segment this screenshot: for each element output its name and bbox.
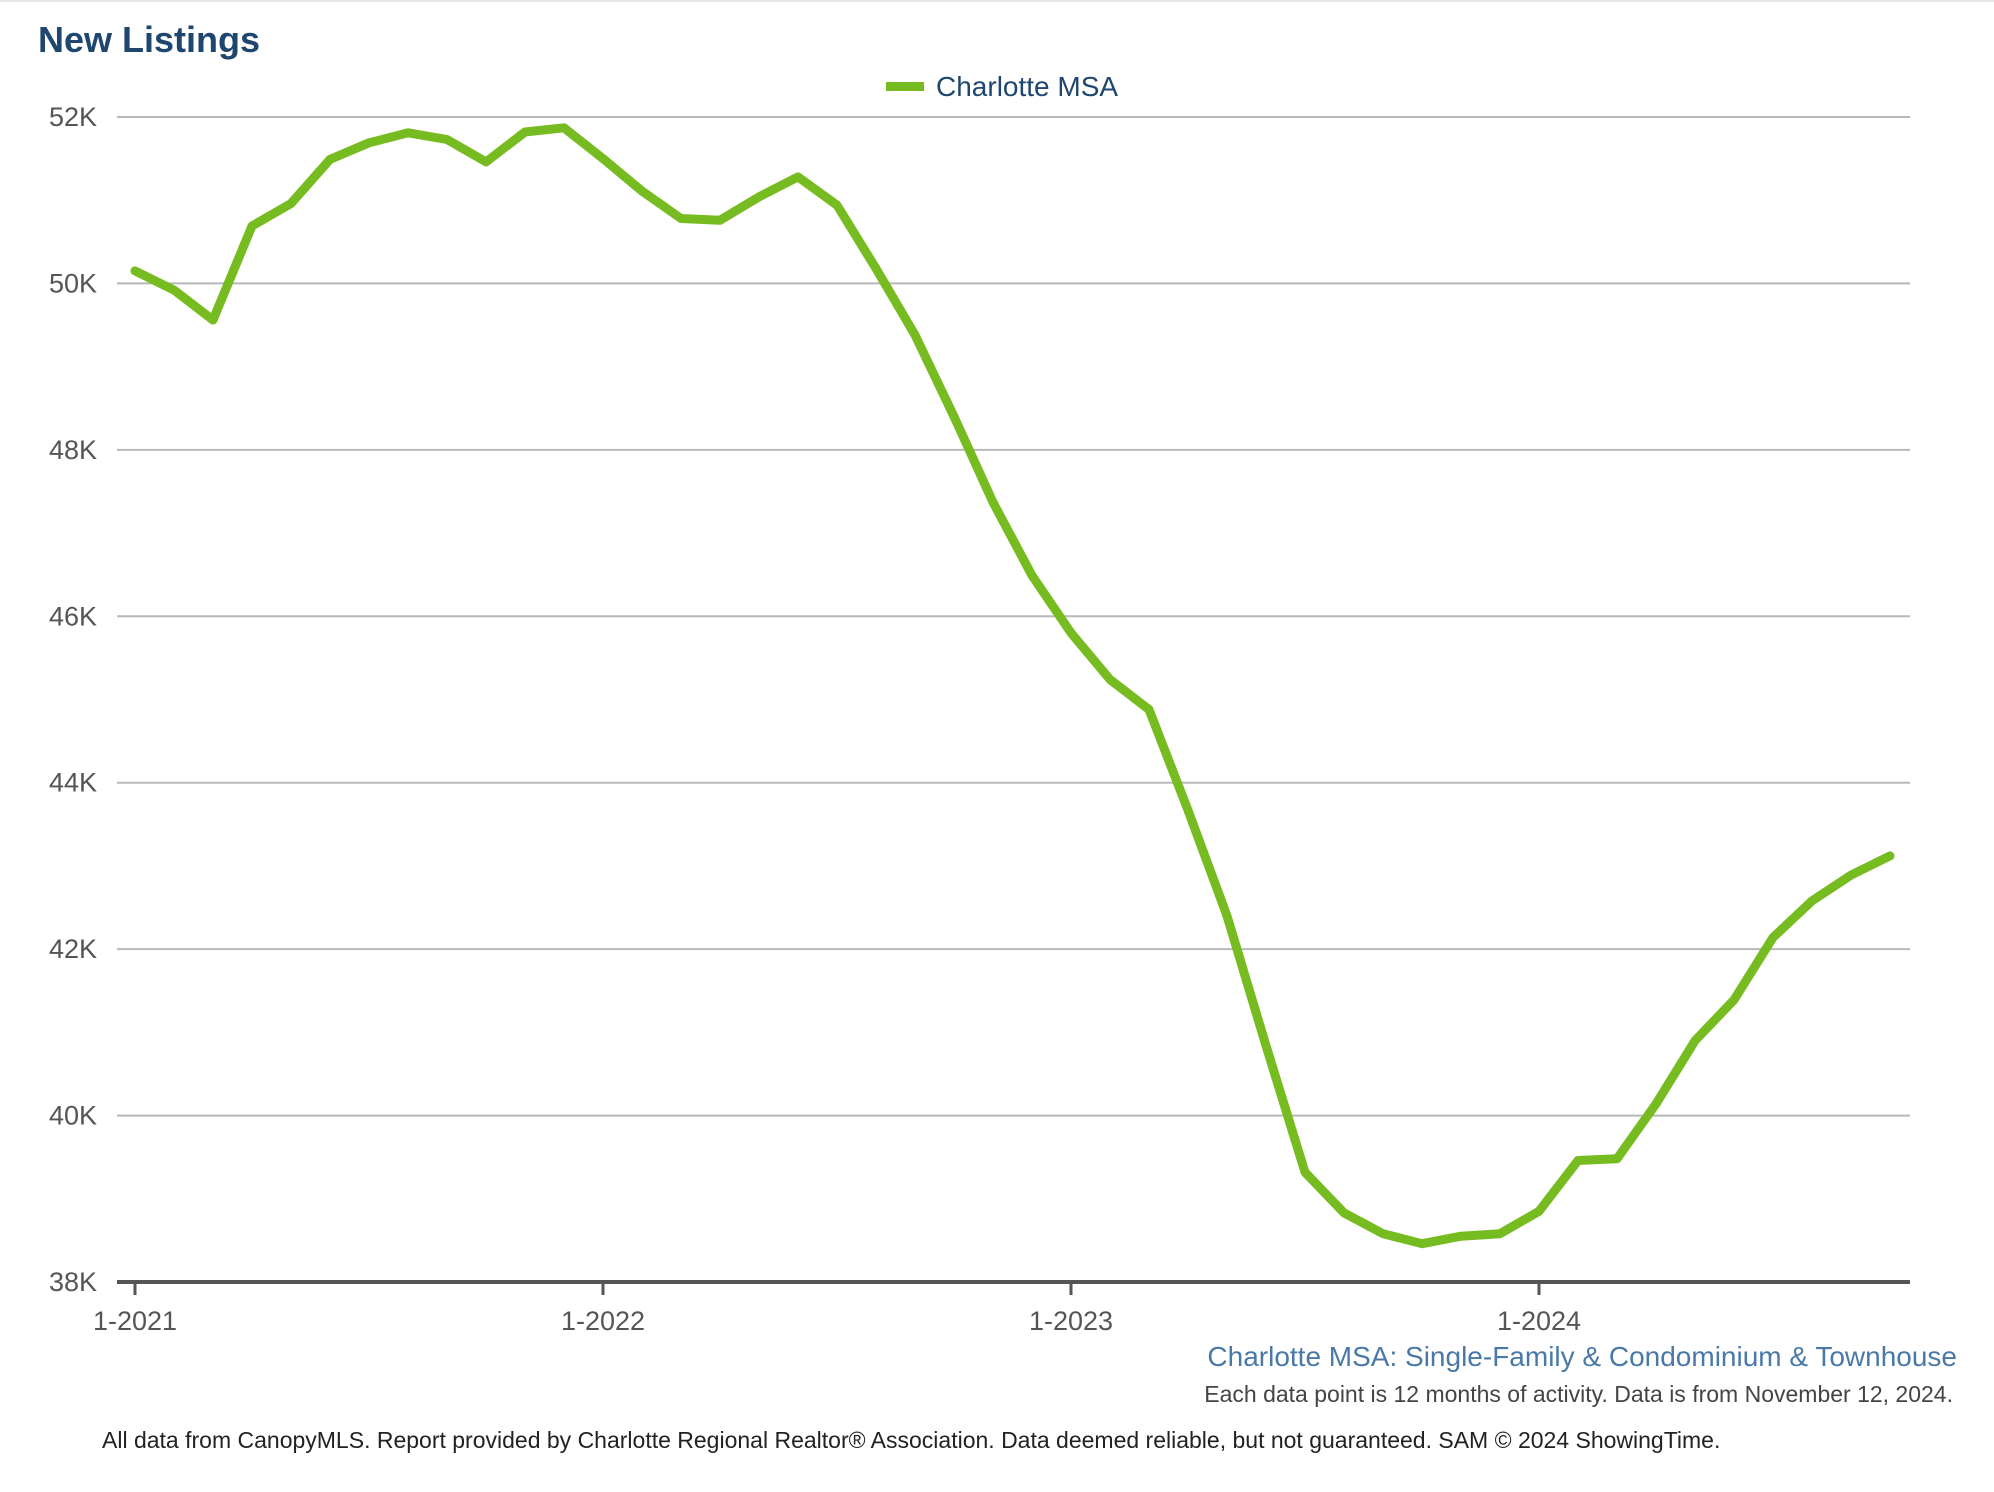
series-layer — [130, 123, 1895, 1249]
data-point — [599, 154, 607, 163]
x-axis: 1-2021 1-2022 1-2023 1-2024 — [93, 1280, 1910, 1336]
data-point — [287, 199, 295, 208]
data-point — [1379, 1229, 1387, 1238]
data-point — [1262, 1041, 1270, 1050]
data-point — [404, 128, 412, 137]
data-point — [521, 127, 529, 136]
data-point — [1535, 1207, 1543, 1216]
data-point — [1418, 1239, 1426, 1248]
data-point — [1457, 1232, 1465, 1241]
footer-credits: All data from CanopyMLS. Report provided… — [102, 1427, 1720, 1453]
data-point — [833, 201, 841, 210]
data-point — [1847, 871, 1855, 880]
data-point — [1067, 628, 1075, 637]
data-point — [248, 222, 256, 231]
legend: Charlotte MSA — [886, 71, 1118, 102]
y-tick-label: 50K — [49, 268, 97, 298]
data-point — [950, 412, 958, 421]
data-point — [677, 214, 685, 223]
data-point — [1145, 705, 1153, 714]
chart-subtitle: Charlotte MSA: Single-Family & Condomini… — [1207, 1341, 1957, 1372]
top-border — [0, 0, 1994, 2]
data-point — [1769, 933, 1777, 942]
x-tick-label: 1-2023 — [1029, 1306, 1113, 1336]
data-point — [1808, 896, 1816, 905]
data-point — [1496, 1229, 1504, 1238]
data-point — [443, 135, 451, 144]
data-point — [1340, 1208, 1348, 1217]
data-point — [1106, 675, 1114, 684]
y-tick-label: 38K — [49, 1267, 97, 1297]
data-point — [1301, 1168, 1309, 1177]
data-point — [560, 123, 568, 132]
data-point — [911, 331, 919, 340]
data-point — [638, 187, 646, 196]
y-tick-label: 52K — [49, 102, 97, 132]
data-point — [872, 264, 880, 273]
y-axis-ticks: 38K 40K 42K 44K 46K 48K 50K 52K — [49, 102, 97, 1297]
data-point — [1574, 1156, 1582, 1165]
data-point — [989, 498, 997, 507]
data-point — [170, 286, 178, 295]
y-tick-label: 46K — [49, 601, 97, 631]
data-point — [794, 172, 802, 181]
data-point — [755, 192, 763, 201]
data-point — [1028, 571, 1036, 580]
x-tick-label: 1-2021 — [93, 1306, 177, 1336]
legend-label: Charlotte MSA — [936, 71, 1118, 102]
x-tick-label: 1-2024 — [1497, 1306, 1581, 1336]
y-tick-label: 44K — [49, 768, 97, 798]
gridlines — [117, 116, 1910, 1117]
data-point — [1886, 851, 1894, 860]
data-point — [326, 155, 334, 164]
data-note: Each data point is 12 months of activity… — [1204, 1381, 1953, 1407]
data-point — [1652, 1099, 1660, 1108]
data-point — [131, 266, 139, 275]
x-tick-label: 1-2022 — [561, 1306, 645, 1336]
data-point — [1613, 1154, 1621, 1163]
data-point — [1184, 806, 1192, 815]
series-line-charlotte-msa — [130, 123, 1895, 1249]
y-tick-label: 42K — [49, 934, 97, 964]
data-point — [1730, 995, 1738, 1004]
data-point — [1691, 1036, 1699, 1045]
data-point — [365, 138, 373, 147]
data-point — [482, 157, 490, 166]
data-point — [209, 316, 217, 325]
y-tick-label: 48K — [49, 435, 97, 465]
chart-title: New Listings — [38, 19, 260, 60]
legend-swatch — [886, 82, 924, 91]
data-point — [716, 216, 724, 225]
data-point — [1223, 911, 1231, 920]
y-tick-label: 40K — [49, 1101, 97, 1131]
